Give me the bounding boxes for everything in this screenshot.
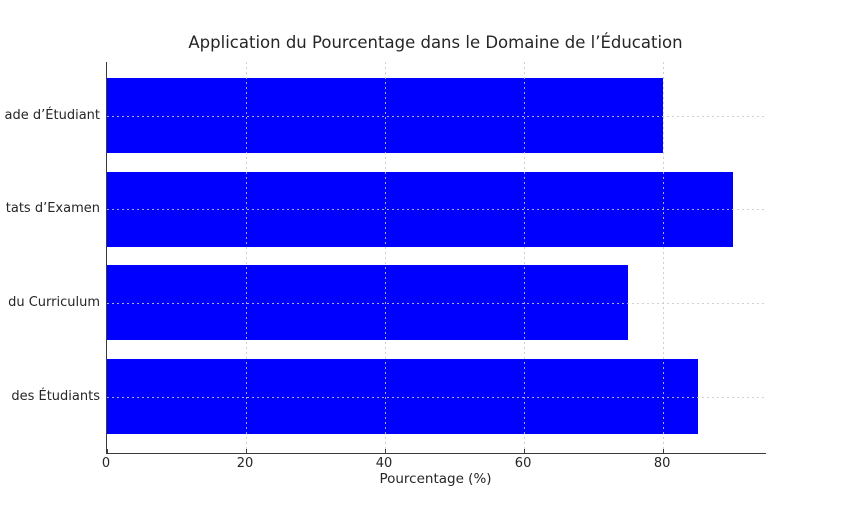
x-tick-mark-40	[384, 449, 386, 453]
y-tick-label-1: tats d’Examen	[5, 201, 100, 217]
y-tick-label-0: ade d’Étudiant	[4, 107, 100, 123]
gridline-x-60	[524, 62, 526, 453]
x-tick-label-80: 80	[653, 456, 671, 471]
y-tick-label-2: du Curriculum	[8, 294, 100, 310]
x-tick-label-20: 20	[236, 456, 254, 471]
x-tick-mark-60	[523, 449, 525, 453]
x-tick-label-0: 0	[101, 456, 111, 471]
gridline-x-80	[663, 62, 665, 453]
x-tick-mark-20	[245, 449, 247, 453]
x-tick-mark-0	[106, 449, 108, 453]
x-axis-label: Pourcentage (%)	[379, 471, 492, 487]
x-tick-mark-80	[662, 449, 664, 453]
gridline-y-2	[107, 302, 766, 304]
x-tick-label-60: 60	[514, 456, 532, 471]
plot-area	[106, 62, 766, 454]
chart-title: Application du Pourcentage dans le Domai…	[188, 33, 683, 52]
gridline-y-3	[107, 396, 766, 398]
gridline-x-40	[385, 62, 387, 453]
gridline-y-0	[107, 115, 766, 117]
x-tick-label-40: 40	[375, 456, 393, 471]
gridline-y-1	[107, 209, 766, 211]
gridline-x-20	[246, 62, 248, 453]
y-tick-label-3: des Étudiants	[11, 388, 100, 404]
